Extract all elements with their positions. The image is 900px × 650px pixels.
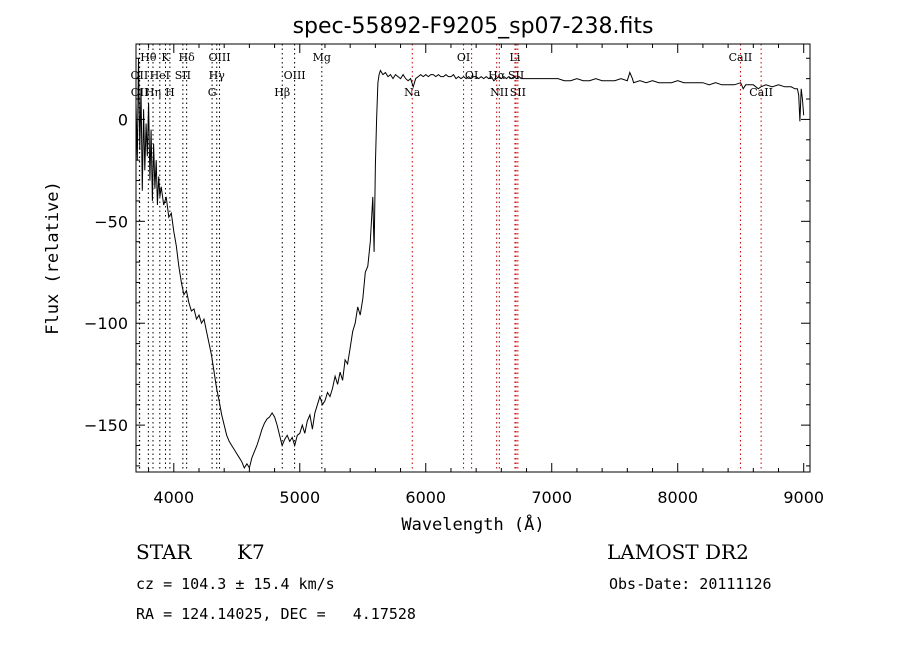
line-label-14: Hα <box>488 69 506 82</box>
line-label-19: G <box>208 86 217 99</box>
line-label-1: K <box>161 51 170 64</box>
survey-name: LAMOST DR2 <box>607 540 749 564</box>
line-label-22: NII <box>490 86 508 99</box>
emission-line-markers <box>138 44 762 472</box>
redshift-cz: cz = 104.3 ± 15.4 km/s <box>136 575 335 593</box>
line-label-9: HeI <box>150 69 170 82</box>
line-label-16: OII <box>131 86 149 99</box>
line-label-15: SII <box>508 69 524 82</box>
line-label-2: Hδ <box>179 51 196 64</box>
y-tick-label: −50 <box>94 212 128 231</box>
sky-coordinates: RA = 124.14025, DEC = 4.17528 <box>136 605 416 623</box>
line-label-3: OIII <box>208 51 230 64</box>
line-label-21: Na <box>404 86 421 99</box>
y-axis-label: Flux (relative) <box>43 181 63 335</box>
axis-ticks: 4000 5000 6000 7000 8000 9000 0 −50 −100 −150 <box>84 44 824 507</box>
y-tick-label: 0 <box>118 110 128 129</box>
x-axis-label: Wavelength (Å) <box>401 513 544 535</box>
line-label-18: H <box>165 86 175 99</box>
plot-frame <box>135 43 811 473</box>
x-tick-label: 8000 <box>657 488 698 507</box>
chart-title: spec-55892-F9205_sp07-238.fits <box>293 14 654 39</box>
line-label-6: Li <box>510 51 521 64</box>
line-label-13: OI <box>465 69 478 82</box>
line-label-8: OII <box>131 69 149 82</box>
line-label-20: Hβ <box>274 86 290 99</box>
line-label-11: Hγ <box>209 69 226 82</box>
x-tick-label: 7000 <box>531 488 572 507</box>
line-label-4: Mg <box>313 51 331 64</box>
object-class: STAR <box>136 540 192 564</box>
line-label-17: Hη <box>145 86 161 99</box>
y-tick-label: −100 <box>84 314 128 333</box>
line-label-12: OIII <box>284 69 306 82</box>
object-subclass: K7 <box>237 540 265 564</box>
line-label-0: Hθ <box>140 51 157 64</box>
line-label-7: CaII <box>729 51 753 64</box>
x-tick-label: 6000 <box>405 488 446 507</box>
line-label-5: OI <box>457 51 470 64</box>
y-tick-label: −150 <box>84 416 128 435</box>
x-tick-label: 4000 <box>153 488 194 507</box>
spectrum-line <box>135 58 805 470</box>
line-label-10: SII <box>175 69 191 82</box>
line-label-24: CaII <box>749 86 773 99</box>
line-label-23: SII <box>510 86 526 99</box>
observation-date: Obs-Date: 20111126 <box>609 575 772 593</box>
x-tick-label: 5000 <box>279 488 320 507</box>
x-tick-label: 9000 <box>783 488 824 507</box>
